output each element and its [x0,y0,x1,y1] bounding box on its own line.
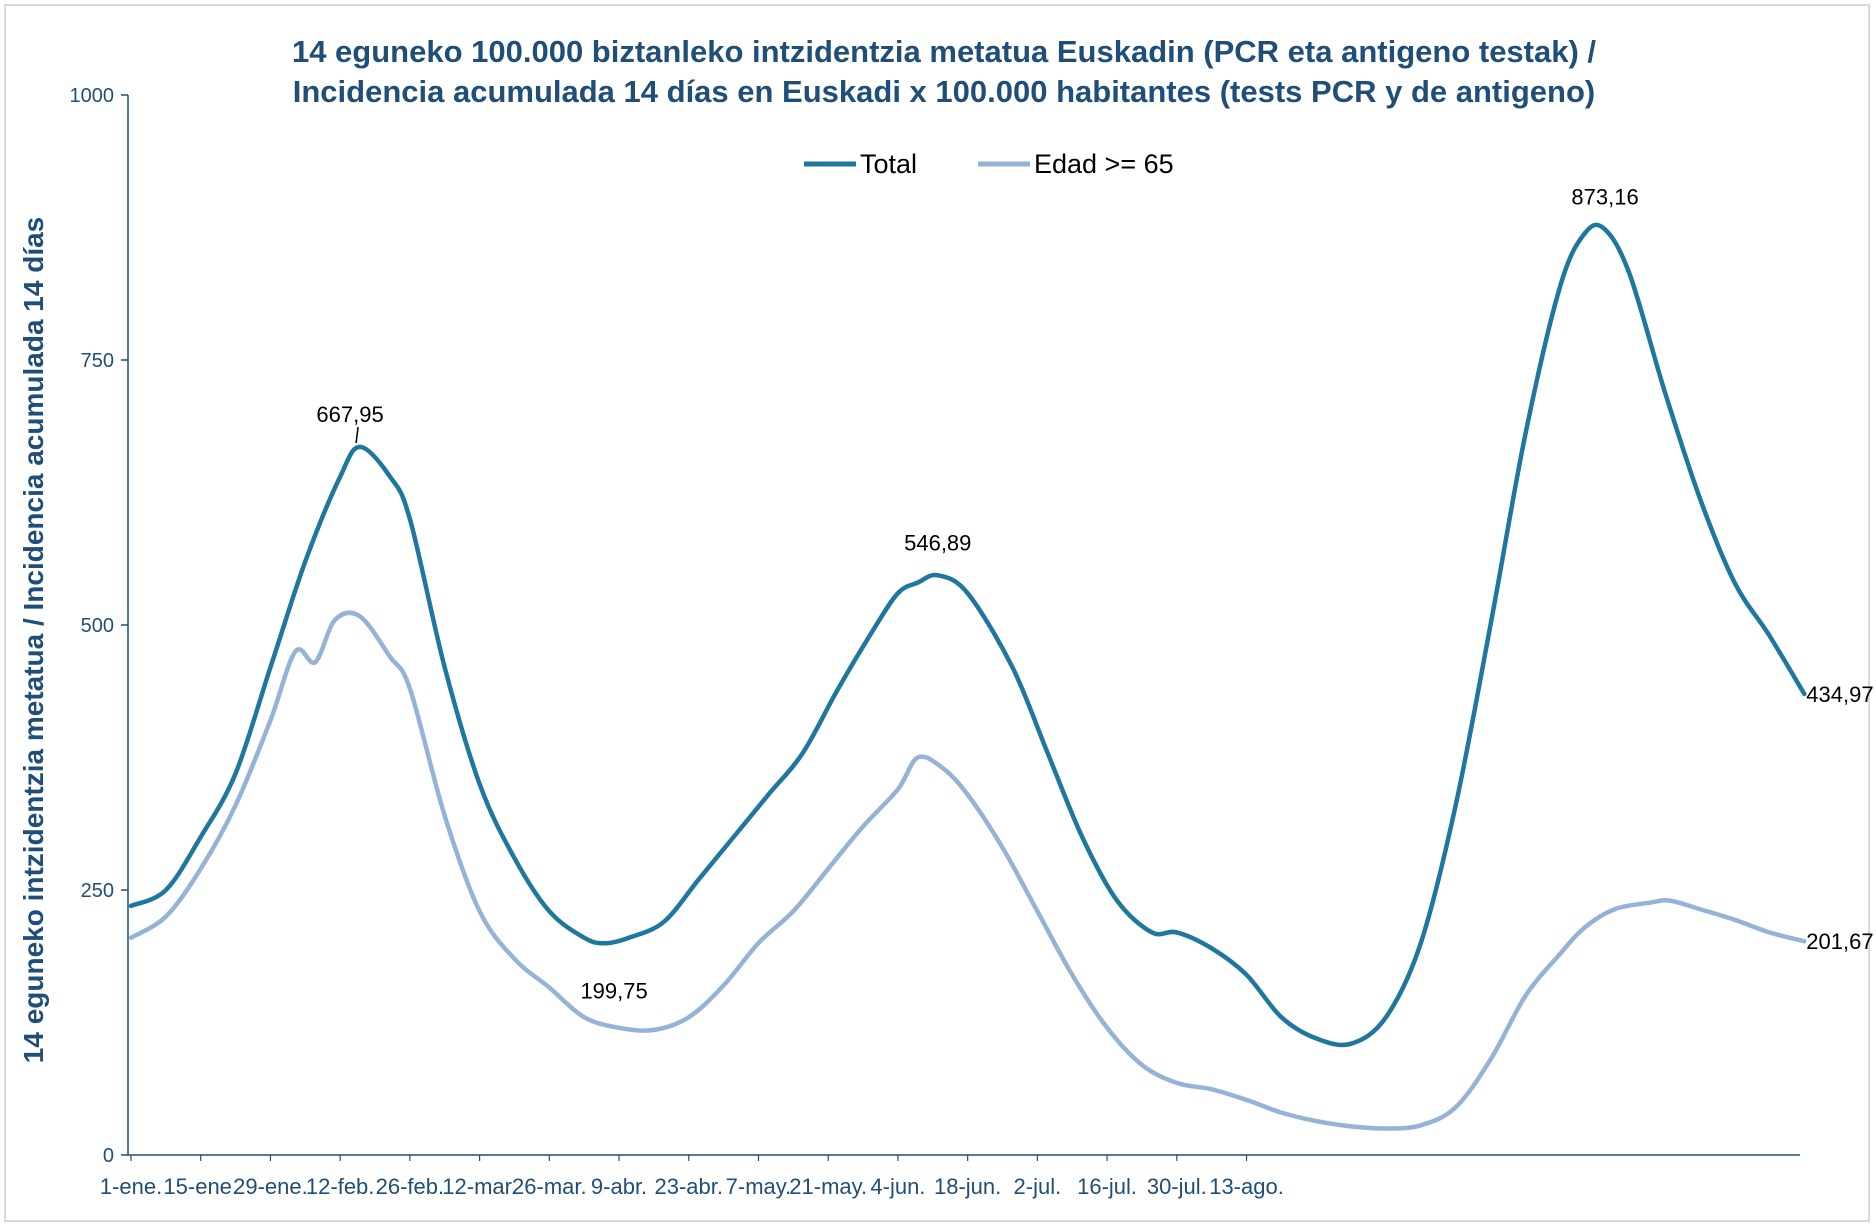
axes [127,95,1800,1156]
chart-frame [4,4,1870,1222]
plot-area [128,222,1807,1131]
x-tick-label: 2-jul. [1014,1174,1062,1199]
x-tick-label: 21-may. [789,1174,867,1199]
data-label: 546,89 [904,530,971,555]
data-label: 667,95 [316,402,383,427]
x-tick-label: 23-abr. [655,1174,724,1199]
legend: Total Edad >= 65 [804,149,1174,179]
y-tick-label: 500 [81,615,114,637]
x-tick-label: 26-feb. [376,1174,445,1199]
x-tick-label: 12-mar. [442,1174,517,1199]
y-tick-label: 1000 [70,85,115,107]
x-ticks: 1-ene. 15-ene.29-ene.12-feb. 26-feb.12-mar… [100,1155,1284,1199]
x-tick-label: 1-ene. [100,1174,162,1199]
data-label: 434,97 [1806,682,1873,707]
data-label: 873,16 [1571,184,1638,209]
x-tick-label: 13-ago. [1209,1174,1284,1199]
data-label-leader [355,426,359,444]
x-tick-label: 29-ene. [233,1174,308,1199]
x-tick-label: 18-jun. [934,1174,1001,1199]
data-label: 199,75 [580,978,647,1003]
y-ticks: 0 250 500 750 1000 [70,85,128,1167]
y-axis-label: 14 eguneko intzidentzia metatua / Incide… [18,217,49,1063]
x-tick-label: 7-may. [726,1174,792,1199]
x-tick-label: 15-ene. [163,1174,238,1199]
x-tick-label: 4-jun. [870,1174,925,1199]
y-tick-label: 0 [103,1145,114,1167]
series-line-total [128,222,1807,1048]
y-tick-label: 250 [81,880,114,902]
chart-title-line-1: 14 eguneko 100.000 biztanleko intzidentz… [292,34,1596,69]
legend-label-edad-65: Edad >= 65 [1034,149,1174,179]
legend-label-total: Total [860,149,917,179]
y-tick-label: 750 [81,350,114,372]
x-tick-label: 16-jul. [1077,1174,1137,1199]
x-tick-label: 26-mar. [512,1174,587,1199]
series-line-edad-65 [128,610,1807,1131]
chart-title-line-2: Incidencia acumulada 14 días en Euskadi … [293,74,1595,109]
data-labels: 667,95 199,75 546,89 873,16 434,97 201,67 [316,184,1873,1003]
x-tick-label: 9-abr. [591,1174,647,1199]
data-label: 201,67 [1806,929,1873,954]
x-tick-label: 12-feb. [306,1174,375,1199]
x-tick-label: 30-jul. [1147,1174,1207,1199]
